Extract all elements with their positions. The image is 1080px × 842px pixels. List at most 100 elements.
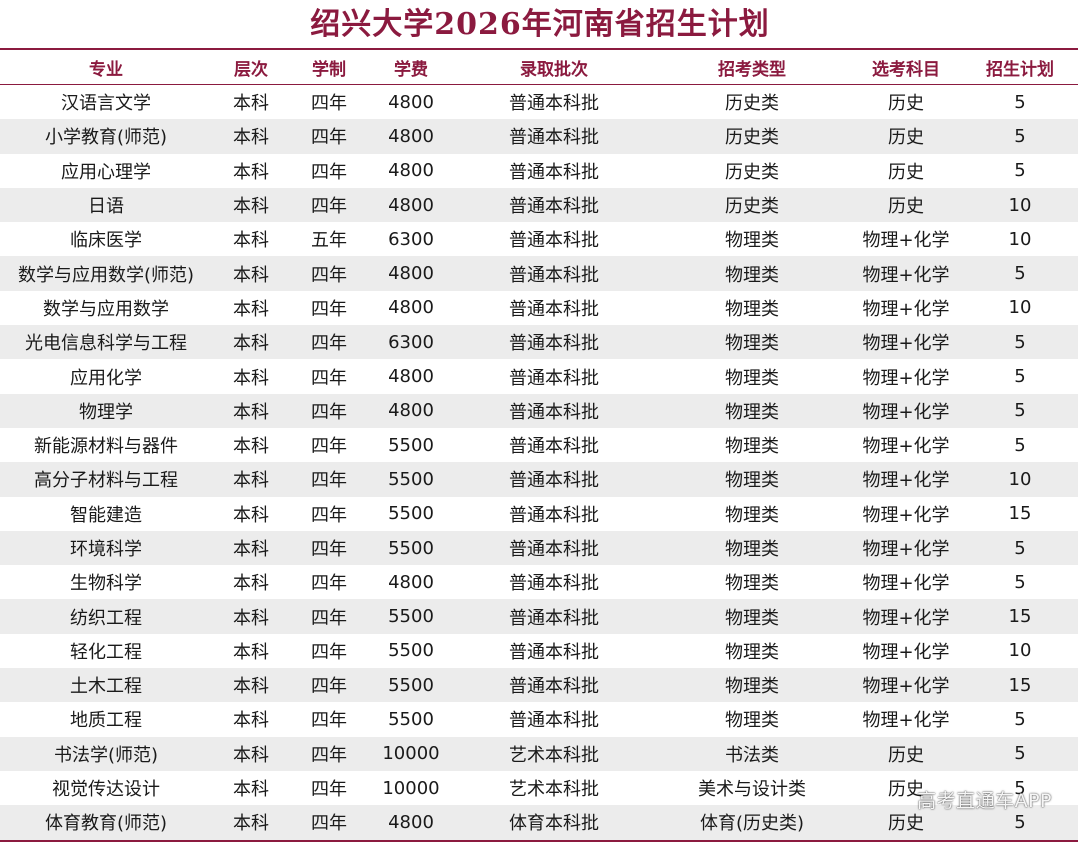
cell-subjects: 历史 bbox=[888, 93, 924, 115]
cell-subjects: 物理+化学 bbox=[862, 641, 950, 663]
column-header-subjects: 选考科目 bbox=[850, 50, 962, 85]
cell-category: 体育(历史类) bbox=[654, 805, 850, 840]
cell-subjects: 物理+化学 bbox=[862, 573, 950, 595]
cell-level: 本科 bbox=[212, 530, 290, 566]
cell-duration: 四年 bbox=[290, 530, 368, 566]
cell-category: 物理类 bbox=[654, 325, 850, 360]
cell-category: 历史类 bbox=[654, 187, 850, 223]
cell-category: 物理类 bbox=[654, 668, 850, 703]
table-row: 日语 本科 四年 4800 普通本科批 历史类 历史 10 bbox=[0, 187, 1078, 223]
cell-batch: 普通本科批 bbox=[509, 367, 599, 389]
cell-quota: 15 bbox=[1008, 503, 1032, 525]
cell-batch: 普通本科批 bbox=[454, 599, 654, 634]
cell-tuition: 5500 bbox=[388, 708, 434, 730]
cell-batch: 普通本科批 bbox=[509, 641, 599, 663]
cell-quota: 5 bbox=[962, 119, 1078, 154]
cell-category: 物理类 bbox=[725, 436, 779, 458]
cell-major: 轻化工程 bbox=[70, 641, 142, 663]
table-row: 视觉传达设计 本科 四年 10000 艺术本科批 美术与设计类 历史 5 bbox=[0, 771, 1078, 805]
table-row: 数学与应用数学 本科 四年 4800 普通本科批 物理类 物理+化学 10 bbox=[0, 291, 1078, 325]
cell-duration: 四年 bbox=[311, 504, 347, 526]
cell-quota: 10 bbox=[1008, 297, 1032, 319]
cell-quota: 5 bbox=[1014, 160, 1026, 182]
cell-batch: 普通本科批 bbox=[509, 230, 599, 252]
cell-major: 土木工程 bbox=[0, 668, 212, 703]
cell-duration: 四年 bbox=[290, 119, 368, 154]
cell-quota: 5 bbox=[1014, 571, 1026, 593]
cell-major: 视觉传达设计 bbox=[52, 779, 160, 801]
table-row: 新能源材料与器件 本科 四年 5500 普通本科批 物理类 物理+化学 5 bbox=[0, 428, 1078, 462]
cell-duration: 四年 bbox=[311, 710, 347, 732]
cell-category: 物理类 bbox=[725, 504, 779, 526]
cell-level: 本科 bbox=[233, 367, 269, 389]
cell-tuition: 10000 bbox=[368, 736, 454, 771]
cell-subjects: 物理+化学 bbox=[862, 230, 950, 252]
cell-batch: 普通本科批 bbox=[509, 436, 599, 458]
cell-category: 物理类 bbox=[654, 393, 850, 428]
cell-tuition: 6300 bbox=[388, 228, 434, 250]
cell-duration: 五年 bbox=[311, 230, 347, 252]
column-header-category: 招考类型 bbox=[654, 50, 850, 85]
cell-subjects: 物理+化学 bbox=[850, 393, 962, 428]
cell-category: 书法类 bbox=[654, 736, 850, 771]
table-row: 土木工程 本科 四年 5500 普通本科批 物理类 物理+化学 15 bbox=[0, 668, 1078, 703]
cell-tuition: 4800 bbox=[368, 805, 454, 840]
cell-subjects: 历史 bbox=[888, 779, 924, 801]
cell-level: 本科 bbox=[233, 641, 269, 663]
table-body: 汉语言文学 本科 四年 4800 普通本科批 历史类 历史 5 小学教育(师范) 本科 四年 4800… bbox=[0, 85, 1078, 840]
cell-duration: 四年 bbox=[290, 462, 368, 497]
watermark: 高考直通车APP bbox=[917, 790, 1052, 812]
cell-batch: 普通本科批 bbox=[454, 187, 654, 223]
cell-major: 纺织工程 bbox=[0, 599, 212, 634]
column-header-batch: 录取批次 bbox=[454, 50, 654, 85]
cell-batch: 普通本科批 bbox=[454, 530, 654, 566]
cell-quota: 5 bbox=[962, 393, 1078, 428]
cell-level: 本科 bbox=[233, 710, 269, 732]
cell-batch: 体育本科批 bbox=[454, 805, 654, 840]
cell-quota: 5 bbox=[962, 256, 1078, 291]
cell-duration: 四年 bbox=[311, 367, 347, 389]
table-row: 纺织工程 本科 四年 5500 普通本科批 物理类 物理+化学 15 bbox=[0, 599, 1078, 634]
cell-level: 本科 bbox=[233, 93, 269, 115]
cell-category: 物理类 bbox=[654, 599, 850, 634]
cell-subjects: 物理+化学 bbox=[850, 668, 962, 703]
cell-category: 物理类 bbox=[654, 462, 850, 497]
cell-major: 生物科学 bbox=[70, 573, 142, 595]
column-header-major: 专业 bbox=[0, 50, 212, 85]
cell-duration: 四年 bbox=[311, 641, 347, 663]
table-row: 书法学(师范) 本科 四年 10000 艺术本科批 书法类 历史 5 bbox=[0, 736, 1078, 771]
cell-quota: 10 bbox=[1008, 228, 1032, 250]
cell-level: 本科 bbox=[212, 393, 290, 428]
cell-major: 应用心理学 bbox=[61, 161, 151, 183]
cell-batch: 艺术本科批 bbox=[509, 779, 599, 801]
column-header-duration: 学制 bbox=[290, 50, 368, 85]
cell-tuition: 4800 bbox=[388, 91, 434, 113]
table-row: 物理学 本科 四年 4800 普通本科批 物理类 物理+化学 5 bbox=[0, 393, 1078, 428]
cell-duration: 四年 bbox=[290, 599, 368, 634]
cell-batch: 普通本科批 bbox=[509, 93, 599, 115]
table-row: 汉语言文学 本科 四年 4800 普通本科批 历史类 历史 5 bbox=[0, 85, 1078, 120]
cell-duration: 四年 bbox=[290, 668, 368, 703]
cell-quota: 5 bbox=[1014, 777, 1026, 799]
cell-major: 书法学(师范) bbox=[0, 736, 212, 771]
table-row: 轻化工程 本科 四年 5500 普通本科批 物理类 物理+化学 10 bbox=[0, 634, 1078, 668]
cell-quota: 5 bbox=[962, 530, 1078, 566]
cell-level: 本科 bbox=[212, 119, 290, 154]
cell-subjects: 物理+化学 bbox=[850, 325, 962, 360]
cell-subjects: 物理+化学 bbox=[850, 599, 962, 634]
cell-subjects: 历史 bbox=[888, 161, 924, 183]
cell-tuition: 5500 bbox=[368, 462, 454, 497]
cell-quota: 10 bbox=[1008, 640, 1032, 662]
cell-category: 历史类 bbox=[725, 93, 779, 115]
table-row: 智能建造 本科 四年 5500 普通本科批 物理类 物理+化学 15 bbox=[0, 497, 1078, 531]
enrollment-table: 专业 层次 学制 学费 录取批次 招考类型 选考科目 招生计划 汉语言文学 本科 四年 4800 普通… bbox=[0, 50, 1078, 840]
cell-tuition: 5500 bbox=[368, 599, 454, 634]
cell-batch: 普通本科批 bbox=[454, 325, 654, 360]
cell-tuition: 4800 bbox=[368, 187, 454, 223]
cell-tuition: 6300 bbox=[368, 325, 454, 360]
cell-level: 本科 bbox=[233, 436, 269, 458]
table-row: 应用心理学 本科 四年 4800 普通本科批 历史类 历史 5 bbox=[0, 154, 1078, 188]
cell-subjects: 历史 bbox=[850, 187, 962, 223]
cell-duration: 四年 bbox=[290, 187, 368, 223]
column-header-quota: 招生计划 bbox=[962, 50, 1078, 85]
